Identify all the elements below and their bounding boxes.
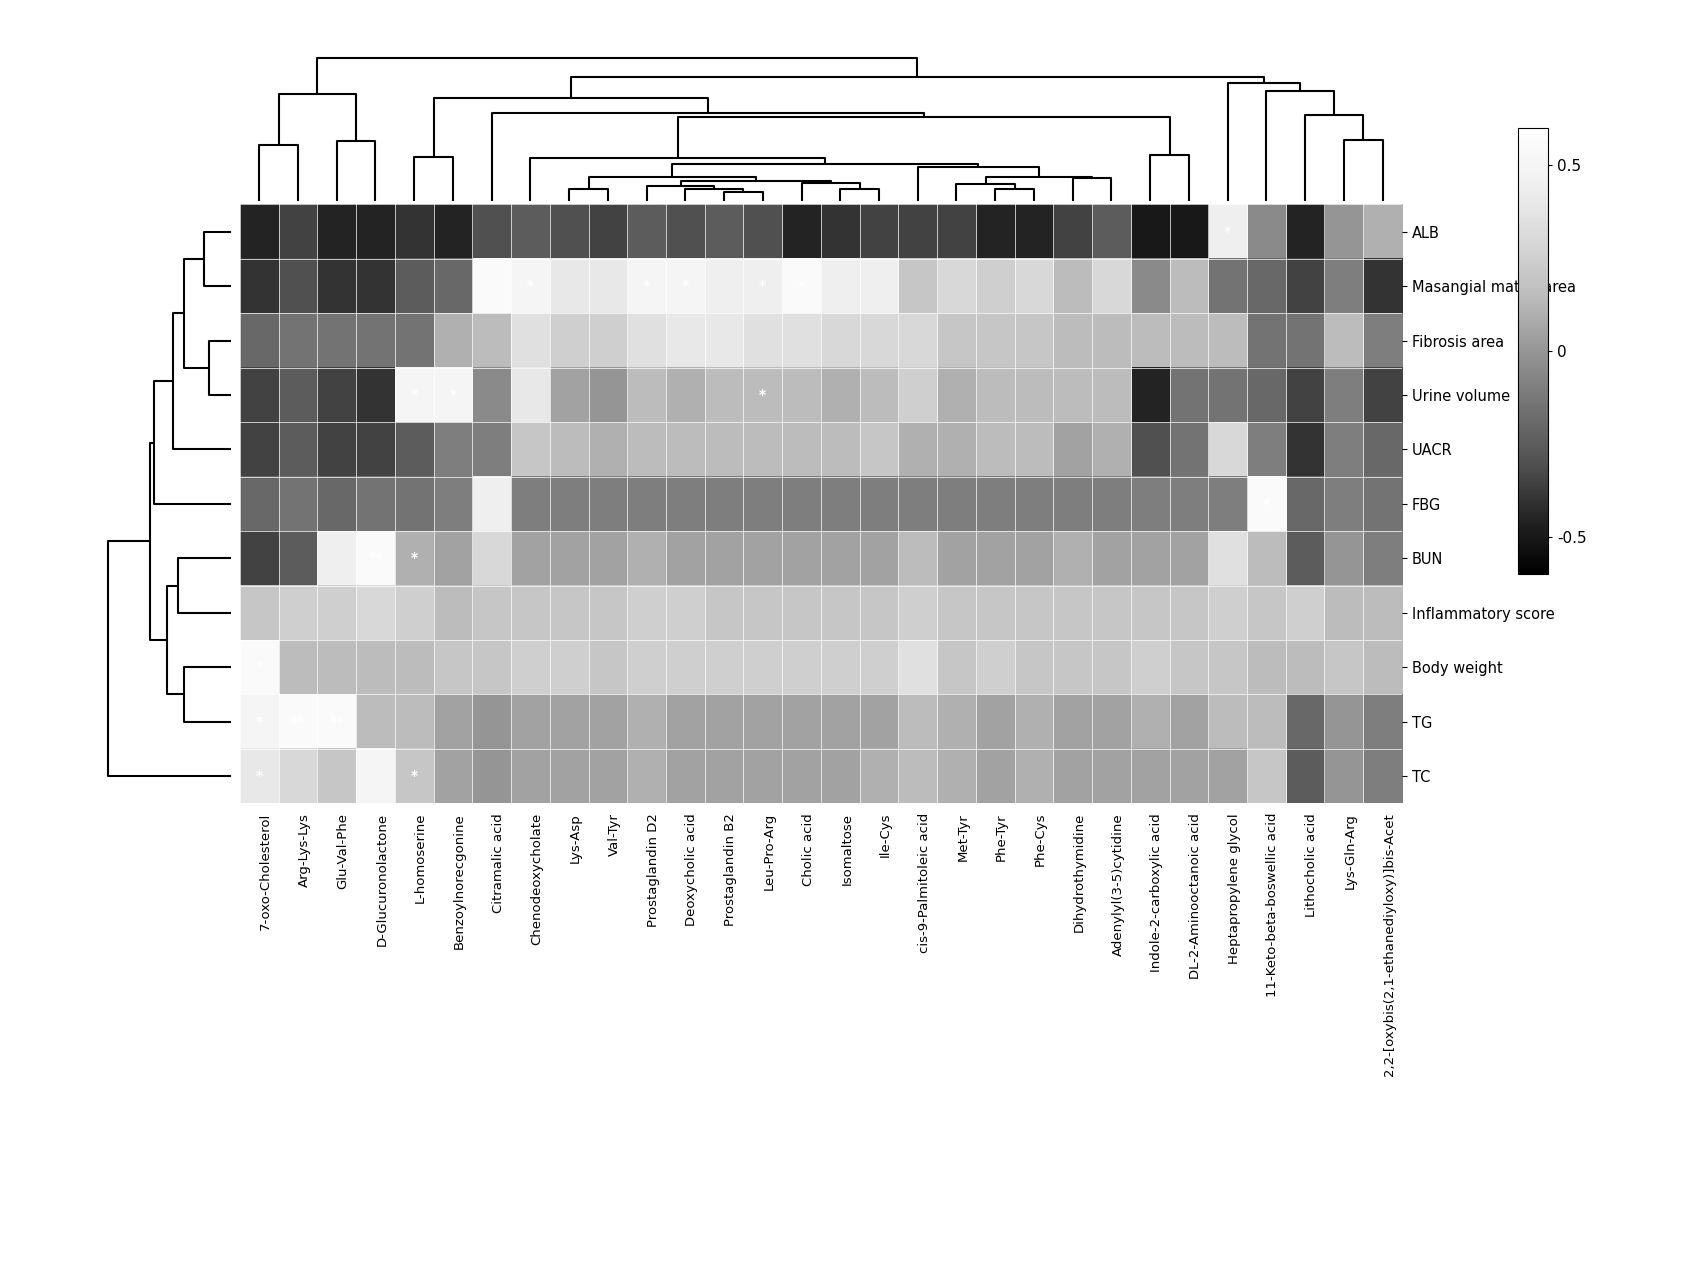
Text: **: ** bbox=[329, 714, 344, 728]
Text: *: * bbox=[527, 279, 534, 293]
Text: *: * bbox=[256, 714, 263, 728]
Text: **: ** bbox=[292, 714, 305, 728]
Text: *: * bbox=[410, 769, 417, 783]
Text: *: * bbox=[643, 279, 650, 293]
Text: *: * bbox=[760, 388, 767, 402]
Text: *: * bbox=[760, 279, 767, 293]
Text: *: * bbox=[410, 551, 417, 565]
Text: *: * bbox=[256, 660, 263, 674]
Text: **: ** bbox=[368, 551, 383, 565]
Text: *: * bbox=[1225, 224, 1231, 238]
Text: *: * bbox=[1264, 497, 1270, 511]
Text: *: * bbox=[799, 279, 806, 293]
Text: *: * bbox=[256, 769, 263, 783]
Text: *: * bbox=[449, 388, 456, 402]
Text: *: * bbox=[410, 388, 417, 402]
Text: *: * bbox=[682, 279, 689, 293]
